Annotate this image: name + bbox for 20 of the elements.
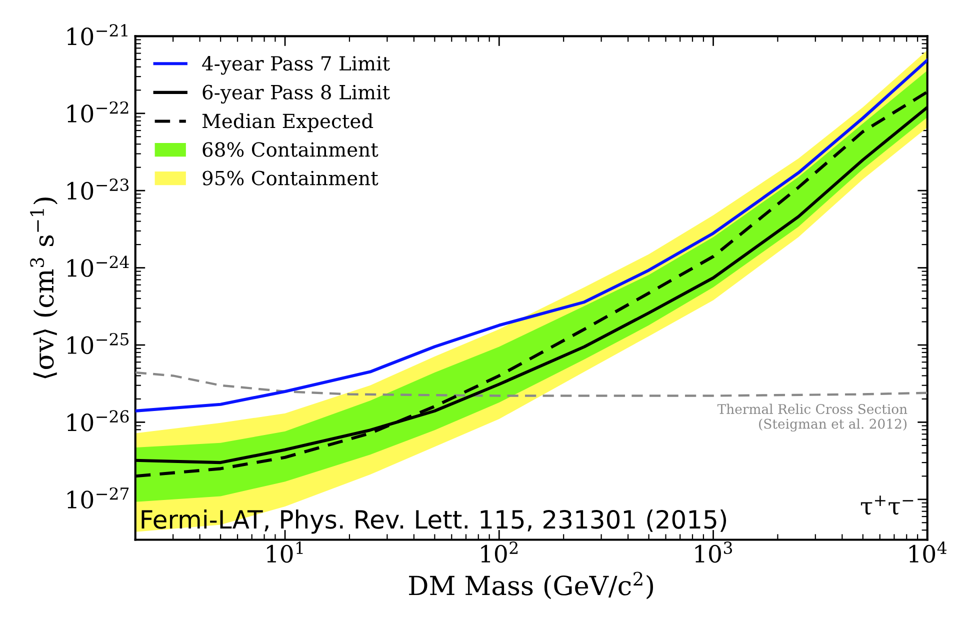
- annotation: Thermal Relic Cross Section (Steigman et al. 2012): [717, 404, 908, 432]
- y-tick-label: 10$^{−26}$: [68, 410, 129, 432]
- x-axis-title: DM Mass (GeV/c$^{2}$): [409, 572, 653, 600]
- y-tick-label: 10$^{−27}$: [68, 487, 129, 509]
- annotation: τ$^{+}$τ$^{−}$: [860, 496, 914, 515]
- x-tick-label: 10$^{3}$: [695, 542, 732, 563]
- y-tick-label: 10$^{−24}$: [68, 256, 129, 277]
- y-axis-title: ⟨σv⟩ (cm$^{3}$ s$^{−1}$): [30, 198, 58, 378]
- legend-label: 4-year Pass 7 Limit: [202, 56, 390, 75]
- x-tick-label: 10$^{1}$: [267, 542, 303, 563]
- legend-label: 95% Containment: [202, 170, 378, 186]
- y-tick-label: 10$^{−25}$: [68, 332, 128, 354]
- x-tick-label: 10$^{4}$: [909, 542, 947, 563]
- y-tick-label: 10$^{−23}$: [68, 178, 129, 200]
- y-tick-label: 10$^{−22}$: [68, 101, 128, 123]
- legend-label: Median Expected: [202, 113, 374, 132]
- x-tick-label: 10$^{2}$: [481, 542, 518, 563]
- y-tick-label: 10$^{−21}$: [68, 24, 128, 46]
- legend-label: 68% Containment: [202, 142, 378, 157]
- legend-label: 6-year Pass 8 Limit: [202, 84, 390, 104]
